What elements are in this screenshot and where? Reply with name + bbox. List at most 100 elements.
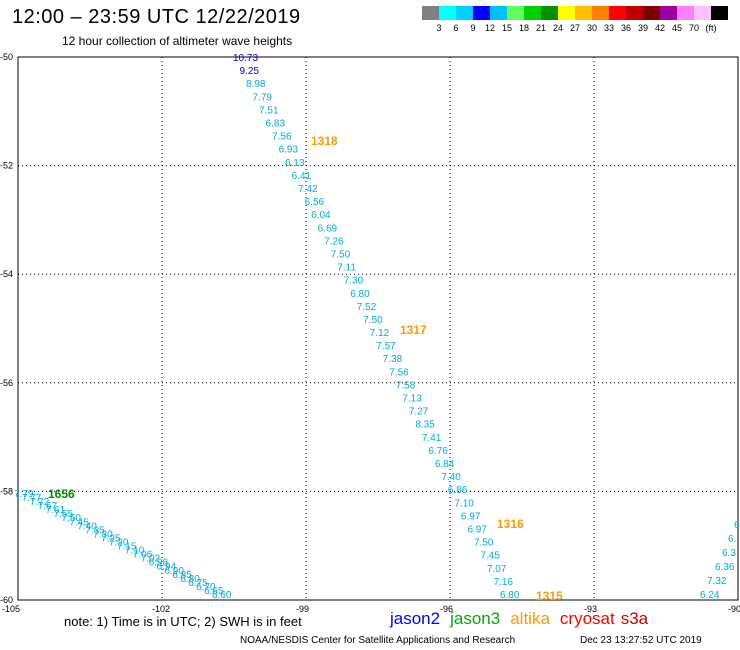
legend-tick-label: 24 <box>552 23 563 33</box>
swh-value: 6.65 <box>204 586 224 597</box>
swh-value: 7.20 <box>109 537 129 548</box>
swh-value: 6.76 <box>428 446 448 457</box>
swh-value: 7.15 <box>117 542 137 553</box>
swh-value: 8.35 <box>415 420 435 431</box>
swh-value: 6.36 <box>715 562 735 573</box>
swh-value: 7.42 <box>298 184 318 195</box>
swh-value: 7.45 <box>480 551 500 562</box>
swh-value: 7.35 <box>85 525 105 536</box>
swh-value: 7.30 <box>93 529 113 540</box>
swh-value: 7.16 <box>493 577 513 588</box>
longitude-label: -102 <box>152 604 170 614</box>
legend-tick-label: 39 <box>637 23 648 33</box>
legend-swatch <box>711 6 729 20</box>
latitude-label: -56 <box>0 378 13 388</box>
mission-s3a: s3a <box>620 609 649 628</box>
mission-jason2: jason2 <box>390 609 441 628</box>
swh-value: 7.30 <box>344 276 364 287</box>
swh-value: 10.73 <box>233 53 258 64</box>
swh-value: 7.40 <box>441 472 461 483</box>
swh-value: 7.56 <box>389 367 409 378</box>
longitude-label: -90 <box>728 604 740 614</box>
pass-number-label: 1316 <box>497 517 524 531</box>
legend-tick-label: 30 <box>586 23 597 33</box>
legend-tick-label: 70 <box>688 23 699 33</box>
swh-value: 6.80 <box>180 574 200 585</box>
latitude-label: -58 <box>0 486 13 496</box>
swh-value: 7.27 <box>409 407 429 418</box>
swh-value: 6.86 <box>448 485 468 496</box>
swh-value: 7.26 <box>324 236 344 247</box>
swh-value: 6.41 <box>292 171 312 182</box>
mission-jason3: jason3 <box>450 609 501 628</box>
swh-value: 7.10 <box>125 546 145 557</box>
swh-value: 6.70 <box>196 582 216 593</box>
latitude-label: -60 <box>0 595 13 605</box>
swh-value: 7.51 <box>259 105 279 116</box>
swh-value: 7.56 <box>272 132 292 143</box>
swh-value: 8.98 <box>246 79 266 90</box>
longitude-label: -96 <box>440 604 453 614</box>
latitude-label: -54 <box>0 269 13 279</box>
legend-tick-label: 27 <box>569 23 580 33</box>
swh-value: 7.52 <box>357 302 377 313</box>
swh-value: 7.06 <box>133 550 153 561</box>
mission-altika: altika <box>510 609 550 628</box>
legend-tick-label: 18 <box>518 23 529 33</box>
legend-tick-label: 21 <box>535 23 546 33</box>
swh-value: 7.50 <box>62 513 82 524</box>
longitude-label: -93 <box>584 604 597 614</box>
legend-tick-label: 33 <box>603 23 614 33</box>
latitude-label: -50 <box>0 52 13 62</box>
swh-value: 7.07 <box>487 564 507 575</box>
swh-value: 6.80 <box>500 590 520 601</box>
pass-number-label: 1317 <box>400 323 427 337</box>
swh-value: 7.72 <box>30 497 50 508</box>
pass-number-label: 1318 <box>311 134 338 148</box>
swh-value: 9.25 <box>240 66 260 77</box>
swh-value: 7.55 <box>54 509 74 520</box>
swh-value: 6.85 <box>172 570 192 581</box>
swh-value: 6.94 <box>157 562 177 573</box>
legend-tick-label: 36 <box>620 23 631 33</box>
swh-value: 7.79 <box>14 489 34 500</box>
legend-tick-label: 3 <box>436 23 442 33</box>
swh-value: 6.24 <box>700 590 720 601</box>
pass-number-label: 1315 <box>536 589 563 603</box>
swh-value: 7.12 <box>370 328 390 339</box>
swh-value: 7.57 <box>376 341 396 352</box>
legend-tick-label: 45 <box>671 23 682 33</box>
pass-number-label: 1656 <box>48 487 75 501</box>
swh-value: 6.69 <box>318 223 338 234</box>
swh-value: 7.13 <box>402 394 422 405</box>
swh-value: 6. <box>728 534 736 545</box>
longitude-label: -105 <box>2 604 20 614</box>
swh-value: 7.77 <box>22 493 42 504</box>
map-subtitle: 12 hour collection of altimeter wave hei… <box>62 34 293 48</box>
swh-value: 7.32 <box>707 576 727 587</box>
legend-tick-label: 6 <box>453 23 459 33</box>
mission-legend: jason2 jason3 altika cryosat s3a <box>390 609 658 629</box>
swh-value: 6.93 <box>279 145 299 156</box>
swh-value: 6.84 <box>435 459 455 470</box>
swh-value: 7.50 <box>363 315 383 326</box>
swh-value: 7.50 <box>474 538 494 549</box>
swh-value: 7.40 <box>77 521 97 532</box>
units-note: note: 1) Time is in UTC; 2) SWH is in fe… <box>64 614 302 629</box>
longitude-label: -99 <box>296 604 309 614</box>
mission-cryosat: cryosat <box>559 609 615 628</box>
timestamp-text: Dec 23 13:27:52 UTC 2019 <box>580 635 702 646</box>
swh-value: 6.98 <box>149 558 169 569</box>
swh-value: 6.90 <box>164 566 184 577</box>
map-title: 12:00 – 23:59 UTC 12/22/2019 <box>12 6 301 28</box>
swh-value: 6.97 <box>467 525 487 536</box>
swh-value: 6 <box>734 520 740 531</box>
swh-value: 7.25 <box>101 533 121 544</box>
swh-value: 7.41 <box>422 433 442 444</box>
swh-value: 7.11 <box>337 263 356 274</box>
swh-value: 7.61 <box>46 505 66 516</box>
swh-value: 6.97 <box>461 511 481 522</box>
legend-tick-label: 9 <box>470 23 476 33</box>
map-frame <box>17 56 739 601</box>
